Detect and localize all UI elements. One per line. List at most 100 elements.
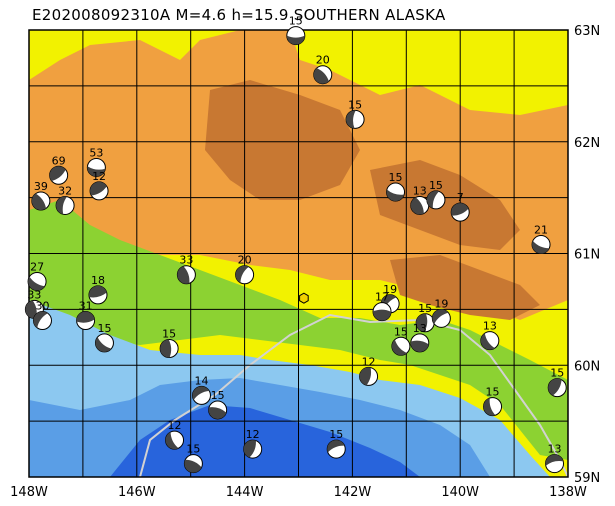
focal-mechanism: 15 [391,325,411,356]
focal-mechanism: 13 [480,320,500,351]
focal-mechanism: 32 [55,184,75,215]
depth-label: 12 [246,428,260,441]
focal-mechanism: 15 [483,386,503,417]
focal-mechanism: 13 [410,184,430,215]
depth-label: 15 [162,327,176,340]
latitude-label: 62N [574,136,600,151]
depth-label: 15 [550,367,564,380]
depth-label: 33 [27,288,41,301]
beachball-quadrant [359,367,372,386]
depth-label: 13 [548,443,562,456]
depth-label: 15 [211,389,225,402]
focal-mechanism: 30 [32,300,52,331]
depth-label: 69 [52,154,66,167]
focal-mechanism: 13 [545,443,565,474]
beachball-quadrant [243,440,256,458]
depth-label: 15 [329,428,343,441]
focal-mechanism: 7 [450,191,470,222]
focal-mechanism: 18 [88,274,108,305]
beachball-quadrant [192,386,210,400]
longitude-label: 142W [334,485,372,500]
latitude-labels: 63N 62N 61N 60N 59N [574,24,600,486]
focal-mechanism: 27 [27,260,47,291]
depth-label: 21 [534,224,548,237]
beachball-quadrant [286,35,305,45]
mountains-brown [205,80,540,320]
beachball-quadrant [386,189,405,202]
depth-label: 15 [97,322,111,335]
depth-label: 17 [375,291,389,304]
map-title: E202008092310A M=4.6 h=15.9 SOUTHERN ALA… [32,6,446,24]
depth-label: 15 [429,179,443,192]
focal-mechanism: 15 [159,327,179,358]
focal-mechanism: 69 [49,154,69,185]
beachball-quadrant [90,181,107,196]
latitude-label: 60N [574,359,600,374]
focal-mechanism: 12 [165,419,185,450]
beachball-quadrant [532,240,550,254]
beachball-quadrant [483,398,496,416]
beachball-quadrant [410,340,429,352]
beachball-quadrant [373,309,392,321]
beachball-quadrant [327,440,345,453]
focal-mechanism: 14 [191,374,211,405]
depth-label: 15 [418,302,432,315]
depth-label: 12 [92,170,106,183]
beachball-quadrant [49,166,66,181]
beachball-quadrant [451,203,469,216]
focal-mechanism: 20 [235,254,255,285]
depth-label: 32 [58,184,72,197]
focal-mechanism: 15 [345,98,365,129]
depth-label: 18 [91,274,105,287]
depth-label: 15 [186,443,200,456]
lat-lon-grid [29,30,568,477]
beachball-quadrant [31,193,47,210]
focal-mechanism: 15 [183,443,203,474]
beachball-quadrant [416,313,428,332]
depth-label: 15 [394,325,408,338]
depth-label: 15 [348,98,362,111]
depth-label: 19 [434,297,448,310]
beachball-quadrant [56,196,67,215]
focal-mechanism: 33 [176,254,196,285]
focal-mechanism: 15 [326,428,346,459]
beachball-quadrant [480,333,495,350]
focal-mechanism: 19 [431,297,451,328]
plate-boundary-line [139,313,568,477]
focal-mechanism: 15 [415,302,435,333]
beachball-quadrant [76,311,95,323]
beachball-quadrant [165,432,179,450]
longitude-labels: 148W 146W 144W 142W 140W 138W [10,485,587,500]
depth-label: 20 [316,54,330,67]
beachball-quadrant [548,378,562,396]
beachball-quadrant [410,197,424,215]
focal-mechanism: 17 [372,291,392,322]
longitude-label: 140W [441,485,479,500]
depth-label: 15 [389,171,403,184]
focal-mechanism: 15 [426,179,446,210]
focal-mechanism: 21 [531,224,551,255]
longitude-label: 138W [549,485,587,500]
depth-label: 20 [238,254,252,267]
depth-label: 30 [35,300,49,313]
beachball-quadrant [88,285,107,298]
focal-mechanism: 13 [410,322,430,353]
depth-label: 15 [486,386,500,399]
longitude-label: 146W [118,485,156,500]
beachball-quadrant [208,407,227,419]
depth-label: 19 [383,283,397,296]
beachball-quadrant [177,266,190,284]
beachball-quadrant [313,68,329,84]
beachball-quadrant [346,110,356,129]
latitude-label: 59N [574,471,600,486]
depth-label: 13 [483,320,497,333]
longitude-label: 148W [10,485,48,500]
depth-label: 13 [413,184,427,197]
focal-mechanism: 15 [208,389,228,420]
focal-mechanism: 20 [313,54,333,85]
beachball-quadrant [432,309,449,324]
focal-mechanism: 15 [286,15,306,46]
depth-label: 33 [179,254,193,267]
